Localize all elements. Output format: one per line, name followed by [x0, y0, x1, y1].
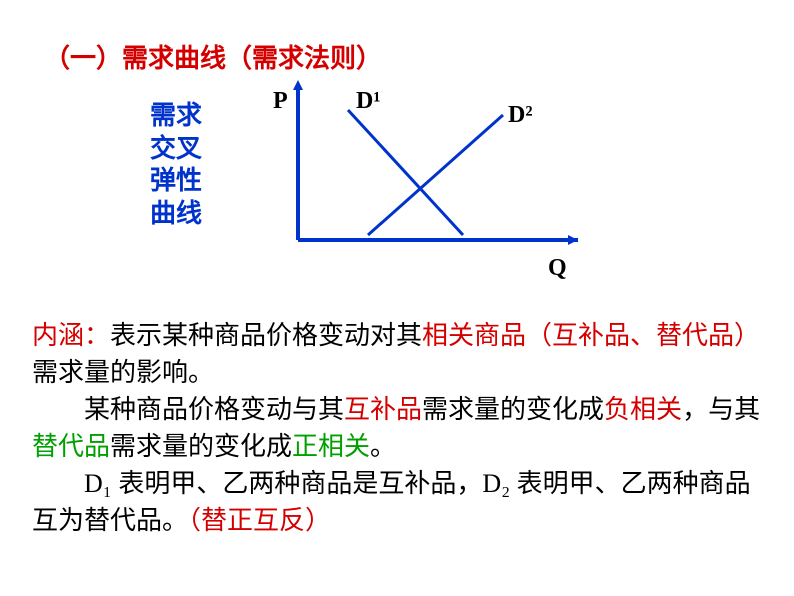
subtitle-line-4: 曲线 — [150, 198, 202, 231]
x-axis-arrowhead — [568, 235, 578, 245]
y-axis-arrowhead — [293, 80, 303, 90]
p1-text-1: 表示某种商品价格变动对其 — [110, 321, 422, 350]
subtitle-line-2: 交叉 — [150, 133, 202, 166]
x-axis-label: Q — [548, 255, 567, 281]
p2-text-4: 需求量的变化成 — [110, 432, 292, 461]
paragraph-2: 某种商品价格变动与其互补品需求量的变化成负相关，与其替代品需求量的变化成正相关。 — [32, 392, 762, 466]
p2-green-2: 正相关 — [292, 432, 370, 461]
subtitle-line-1: 需求 — [150, 100, 202, 133]
p2-text-1: 某种商品价格变动与其 — [84, 395, 344, 424]
d1-curve — [348, 110, 463, 235]
p1-text-2: 需求量的影响。 — [32, 358, 214, 387]
p2-red-2: 负相关 — [604, 395, 682, 424]
demand-chart: P Q D¹ D² — [268, 80, 598, 290]
d1-label: D¹ — [356, 88, 381, 114]
section-heading: （一）需求曲线（需求法则） — [44, 38, 382, 75]
p1-red-1: 相关商品（互补品、替代品） — [422, 321, 760, 350]
body-text: 内涵：表示某种商品价格变动对其相关商品（互补品、替代品） 需求量的影响。 某种商品… — [32, 318, 762, 539]
subtitle-line-3: 弹性 — [150, 165, 202, 198]
paragraph-3: D₁ 表明甲、乙两种商品是互补品，D₂ 表明甲、乙两种商品互为替代品。（替正互反… — [32, 466, 762, 540]
p3-red-1: （替正互反） — [188, 506, 331, 535]
p3-text-1: D₁ 表明甲、乙两种商品是互补品，D₂ 表明甲、乙两种商品互为替代品。 — [32, 469, 751, 535]
p2-green-1: 替代品 — [32, 432, 110, 461]
y-axis-label: P — [273, 88, 288, 114]
paragraph-1: 内涵：表示某种商品价格变动对其相关商品（互补品、替代品） 需求量的影响。 — [32, 318, 762, 392]
chart-svg: P Q D¹ D² — [268, 80, 598, 290]
p2-red-1: 互补品 — [344, 395, 422, 424]
d2-label: D² — [508, 102, 533, 128]
p2-text-2: 需求量的变化成 — [422, 395, 604, 424]
p1-label: 内涵： — [32, 321, 110, 350]
chart-subtitle: 需求 交叉 弹性 曲线 — [150, 100, 202, 230]
d2-curve — [368, 115, 503, 235]
p2-text-5: 。 — [370, 432, 396, 461]
p2-text-3: ，与其 — [682, 395, 760, 424]
